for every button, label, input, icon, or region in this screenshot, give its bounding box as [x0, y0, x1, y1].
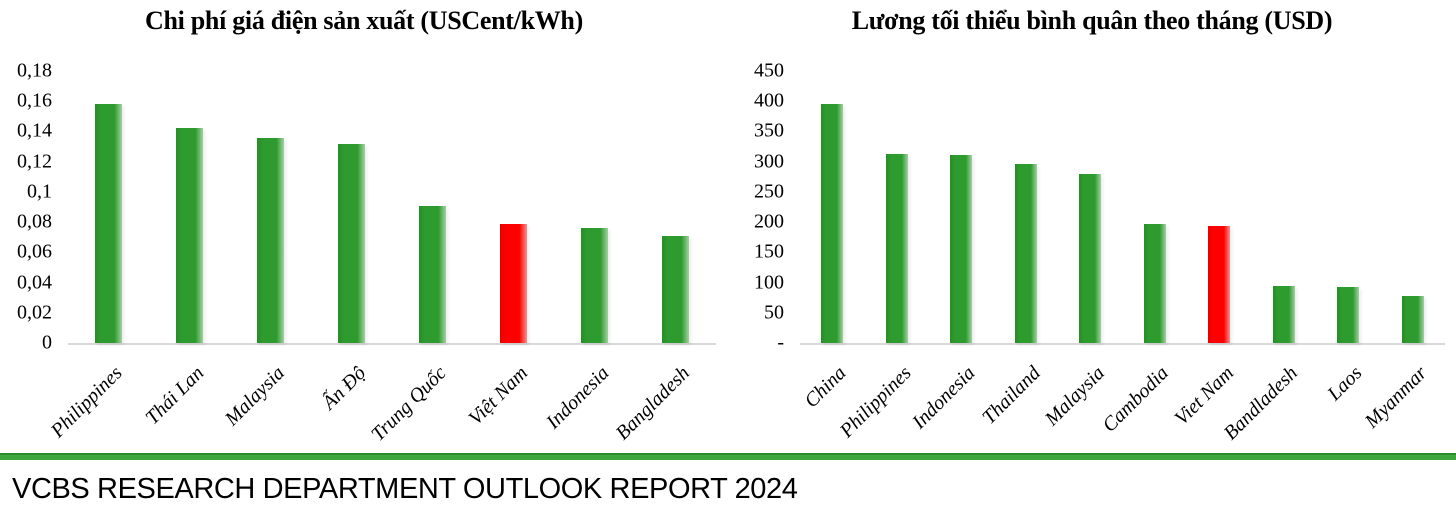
x-axis: Philippines Thái Lan Malaysia Ấn Độ Trung Qu…: [47, 352, 716, 452]
y-tick-label: 0,14: [17, 119, 52, 142]
x-axis-label: China: [800, 362, 851, 413]
x-axis-label: Ấn Độ: [317, 362, 371, 415]
plot-area: [68, 71, 716, 345]
bar-viet-nam: [1208, 226, 1231, 343]
y-tick-label: 0,18: [17, 59, 52, 82]
bar-myanmar: [1401, 295, 1424, 343]
chart-electricity-production-cost: Chi phí giá điện sản xuất (USCent/kWh) 0…: [0, 0, 728, 452]
chart-title: Lương tối thiểu bình quân theo tháng (US…: [851, 6, 1333, 35]
bar-china: [821, 104, 844, 343]
y-tick-label: 250: [754, 180, 784, 203]
y-tick-label: 200: [754, 210, 784, 233]
y-tick-label: 450: [754, 59, 784, 82]
x-axis-label: Việt Nam: [464, 362, 533, 430]
footer-divider: [0, 453, 1456, 460]
bar-philippines: [885, 154, 908, 343]
x-axis-label: Cambodia: [1098, 362, 1174, 437]
y-tick-label: -: [777, 331, 784, 354]
bar-malaysia: [257, 137, 284, 343]
y-axis: 0 0,02 0,04 0,06 0,08 0,1 0,12 0,14 0,16 0,18: [0, 60, 58, 354]
y-tick-label: 400: [754, 89, 784, 112]
x-axis-label: Trung Quốc: [367, 362, 452, 446]
y-tick-label: 300: [754, 150, 784, 173]
y-tick-label: 0,08: [17, 210, 52, 233]
y-tick-label: 100: [754, 271, 784, 294]
x-axis-label: Thái Lan: [141, 362, 209, 430]
x-axis-label: Thailand: [977, 362, 1045, 429]
bar-việt-nam: [500, 223, 527, 343]
x-axis-label: Indonesia: [908, 362, 980, 434]
x-axis-label: Bangladesh: [611, 362, 695, 445]
bar-bangladesh: [662, 235, 689, 343]
footer-source-text: VCBS RESEARCH DEPARTMENT OUTLOOK REPORT …: [12, 473, 798, 505]
x-axis-label: Myanmar: [1360, 362, 1432, 433]
y-axis: - 50 100 150 200 250 300 350 400 450: [728, 60, 790, 354]
y-tick-label: 0,16: [17, 89, 52, 112]
bar-trung-quốc: [419, 205, 446, 343]
y-tick-label: 0: [42, 331, 52, 354]
y-tick-label: 350: [754, 119, 784, 142]
bar-indonesia: [581, 228, 608, 343]
bar-laos: [1337, 286, 1360, 343]
x-axis: China Philippines Indonesia Thailand Malaysi…: [800, 352, 1445, 452]
y-tick-label: 0,12: [17, 150, 52, 173]
chart-minimum-monthly-wage: Lương tối thiểu bình quân theo tháng (US…: [728, 0, 1456, 452]
plot-area: [800, 71, 1445, 345]
bar-ấn-độ: [338, 143, 365, 343]
y-tick-label: 150: [754, 240, 784, 263]
y-tick-label: 50: [764, 301, 784, 324]
y-tick-label: 0,06: [17, 240, 52, 263]
y-tick-label: 0,1: [27, 180, 52, 203]
bar-bandladesh: [1272, 285, 1295, 343]
x-axis-label: Laos: [1323, 362, 1367, 406]
y-tick-label: 0,04: [17, 271, 52, 294]
x-axis-label: Philippines: [47, 362, 128, 442]
bar-malaysia: [1079, 174, 1102, 343]
bar-indonesia: [950, 155, 973, 343]
chart-title: Chi phí giá điện sản xuất (USCent/kWh): [145, 6, 583, 35]
bar-thailand: [1014, 164, 1037, 343]
y-tick-label: 0,02: [17, 301, 52, 324]
bar-thái-lan: [176, 128, 203, 343]
bar-cambodia: [1143, 223, 1166, 343]
x-axis-label: Malaysia: [220, 362, 290, 431]
x-axis-label: Indonesia: [541, 362, 614, 434]
bar-philippines: [95, 104, 122, 343]
